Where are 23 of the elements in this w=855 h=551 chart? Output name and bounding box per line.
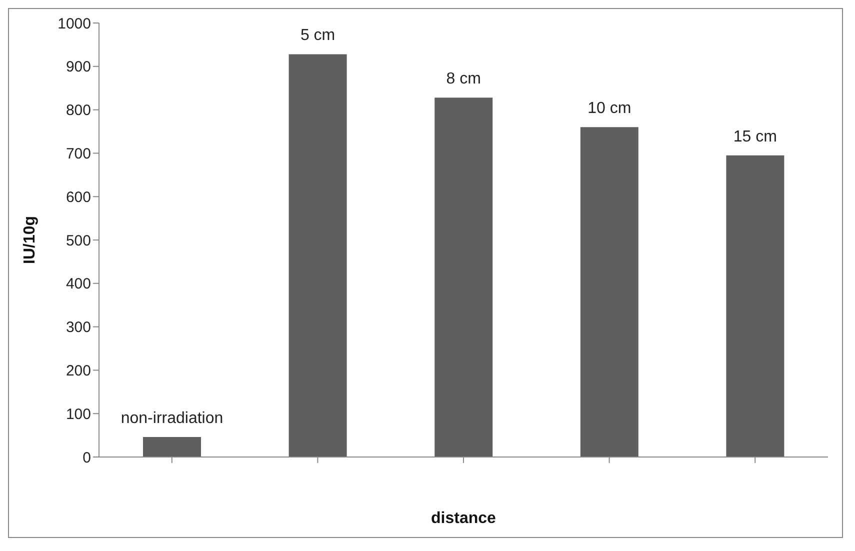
x-tick-label: 15 cm (733, 128, 777, 146)
bar (434, 98, 493, 457)
x-tick-label: 10 cm (588, 100, 632, 118)
x-tick-label: non-irradiation (120, 410, 224, 428)
y-tick-label: 500 (66, 232, 91, 250)
y-axis-title: IU/10g (22, 216, 39, 264)
y-tick-label: 600 (66, 188, 91, 206)
x-tick-label: 5 cm (300, 27, 336, 44)
y-tick-label: 1000 (58, 15, 91, 32)
y-tick-label: 300 (66, 319, 91, 336)
y-tick-label: 100 (66, 406, 91, 423)
y-tick-label: 200 (66, 362, 91, 380)
y-tick-label: 400 (66, 276, 91, 293)
x-axis-title: distance (431, 510, 496, 527)
y-tick-label: 700 (66, 146, 91, 163)
y-tick-label: 900 (66, 58, 91, 76)
bar (580, 127, 638, 457)
bar (143, 437, 201, 457)
y-tick-label: 800 (66, 102, 91, 120)
bar (288, 54, 347, 457)
y-tick-label: 0 (82, 449, 91, 466)
bar (726, 155, 784, 457)
x-tick-label: 8 cm (446, 70, 481, 88)
